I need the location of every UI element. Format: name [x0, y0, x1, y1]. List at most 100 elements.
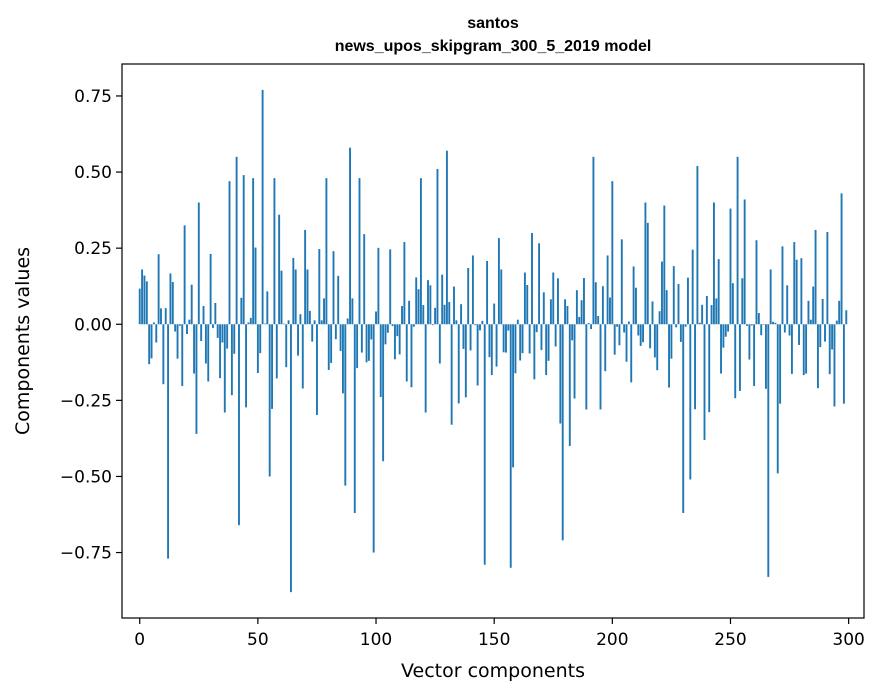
bar — [540, 324, 543, 351]
bar — [736, 156, 739, 325]
bar — [254, 247, 257, 325]
bar — [805, 324, 808, 374]
bar — [715, 298, 718, 325]
bar — [488, 324, 491, 358]
bar — [561, 324, 564, 541]
bar — [462, 324, 465, 349]
bar — [221, 324, 224, 343]
bar — [845, 310, 848, 325]
bar — [169, 273, 172, 325]
bar — [460, 304, 463, 325]
y-tick-label: 0.25 — [74, 239, 112, 259]
bar — [202, 305, 205, 325]
bar — [658, 311, 661, 325]
bar — [767, 324, 770, 577]
bar — [474, 324, 477, 326]
bar — [405, 324, 408, 382]
bar — [601, 286, 604, 325]
bar — [514, 324, 517, 374]
bar — [724, 324, 727, 337]
bar — [268, 324, 271, 477]
bar — [835, 320, 838, 325]
bar — [620, 239, 623, 325]
bar — [443, 304, 446, 325]
bar — [606, 255, 609, 325]
bar — [252, 178, 255, 325]
x-tick-label: 100 — [360, 630, 392, 650]
bar — [682, 324, 685, 513]
y-tick-label: −0.75 — [60, 544, 112, 564]
bar — [816, 324, 819, 389]
bar — [370, 324, 373, 340]
bar — [611, 181, 614, 325]
bar — [500, 269, 503, 325]
bar — [772, 321, 774, 325]
bar — [207, 324, 210, 382]
bar — [495, 324, 498, 367]
bar — [538, 243, 541, 325]
bar — [471, 255, 474, 325]
bar — [597, 316, 600, 325]
bar — [635, 287, 637, 325]
bar — [171, 281, 174, 325]
bar — [152, 322, 155, 325]
bar — [807, 300, 810, 325]
bar — [290, 324, 292, 593]
bar — [509, 324, 512, 568]
bar — [649, 324, 652, 349]
bar — [750, 324, 753, 326]
bar — [564, 299, 567, 325]
bar — [469, 324, 472, 351]
bar — [212, 324, 214, 328]
bar — [417, 289, 420, 325]
bar — [344, 324, 347, 486]
bar — [583, 277, 585, 325]
bar — [769, 269, 772, 325]
bar — [783, 324, 786, 333]
bar — [308, 310, 311, 325]
bar — [646, 222, 649, 325]
x-tick-label: 150 — [478, 630, 510, 650]
bar — [280, 270, 283, 325]
bar — [694, 324, 696, 410]
bar — [240, 297, 243, 325]
y-tick-label: −0.25 — [60, 391, 112, 411]
bar — [301, 324, 304, 389]
bar — [814, 229, 817, 325]
bar — [632, 266, 635, 325]
bar — [337, 275, 340, 325]
bar — [757, 313, 760, 325]
bar — [753, 324, 756, 387]
bar — [445, 150, 448, 325]
bar — [457, 324, 460, 404]
bar — [393, 324, 396, 360]
bar — [748, 324, 751, 360]
bar — [441, 274, 444, 325]
bar — [226, 324, 229, 349]
bar — [642, 324, 644, 343]
bar — [545, 324, 548, 376]
bar — [684, 324, 687, 327]
bar — [590, 324, 593, 330]
bar — [412, 324, 415, 327]
bar — [141, 269, 144, 325]
bar — [776, 324, 779, 474]
bar — [795, 259, 798, 325]
bar — [618, 324, 621, 346]
bar — [365, 324, 368, 363]
bar — [334, 324, 337, 340]
bar — [663, 205, 666, 325]
bar — [375, 311, 377, 325]
bar — [434, 307, 437, 325]
bar — [346, 318, 349, 325]
bar — [183, 225, 186, 325]
bar — [238, 324, 240, 526]
bar — [401, 305, 403, 325]
bar — [587, 323, 590, 325]
bar — [429, 285, 432, 325]
bar — [609, 297, 611, 325]
bar — [826, 232, 829, 325]
bar — [299, 314, 302, 325]
bar — [178, 324, 181, 326]
bar — [351, 298, 354, 325]
